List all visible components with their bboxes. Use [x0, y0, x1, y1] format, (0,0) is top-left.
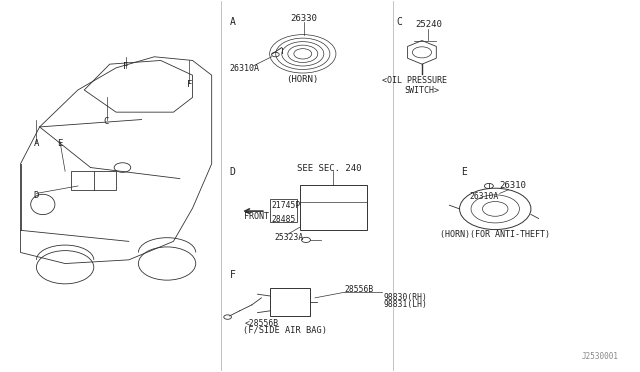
Text: C: C	[104, 117, 109, 126]
Text: 21745P: 21745P	[271, 201, 301, 210]
Text: <28556B: <28556B	[244, 319, 278, 328]
Text: (F/SIDE AIR BAG): (F/SIDE AIR BAG)	[243, 326, 327, 335]
Text: D: D	[230, 167, 236, 177]
Text: E: E	[58, 139, 63, 148]
Text: 25323A: 25323A	[275, 233, 304, 242]
Text: FRONT: FRONT	[244, 212, 269, 221]
Text: (HORN): (HORN)	[286, 75, 318, 84]
Text: F: F	[123, 61, 129, 71]
Text: (HORN)(FOR ANTI-THEFT): (HORN)(FOR ANTI-THEFT)	[440, 230, 550, 239]
Text: SEE SEC. 240: SEE SEC. 240	[298, 164, 362, 173]
Text: 98830(RH): 98830(RH)	[384, 293, 428, 302]
Text: F: F	[230, 270, 236, 280]
Text: 25240: 25240	[415, 20, 442, 29]
Text: SWITCH>: SWITCH>	[404, 86, 440, 94]
Text: 26310A: 26310A	[230, 64, 260, 73]
Text: J2530001: J2530001	[582, 352, 619, 361]
Text: 26310A: 26310A	[470, 192, 499, 201]
Text: D: D	[34, 191, 39, 200]
Text: 26330: 26330	[291, 13, 317, 22]
Text: 26310: 26310	[499, 181, 526, 190]
Text: C: C	[396, 17, 403, 27]
Text: 28556B: 28556B	[345, 285, 374, 294]
Text: F: F	[187, 80, 192, 89]
Text: A: A	[34, 139, 39, 148]
Text: <OIL PRESSURE: <OIL PRESSURE	[382, 76, 447, 85]
Text: 98831(LH): 98831(LH)	[384, 300, 428, 309]
Text: 28485: 28485	[271, 215, 296, 224]
Text: E: E	[461, 167, 467, 177]
Text: A: A	[230, 17, 236, 27]
